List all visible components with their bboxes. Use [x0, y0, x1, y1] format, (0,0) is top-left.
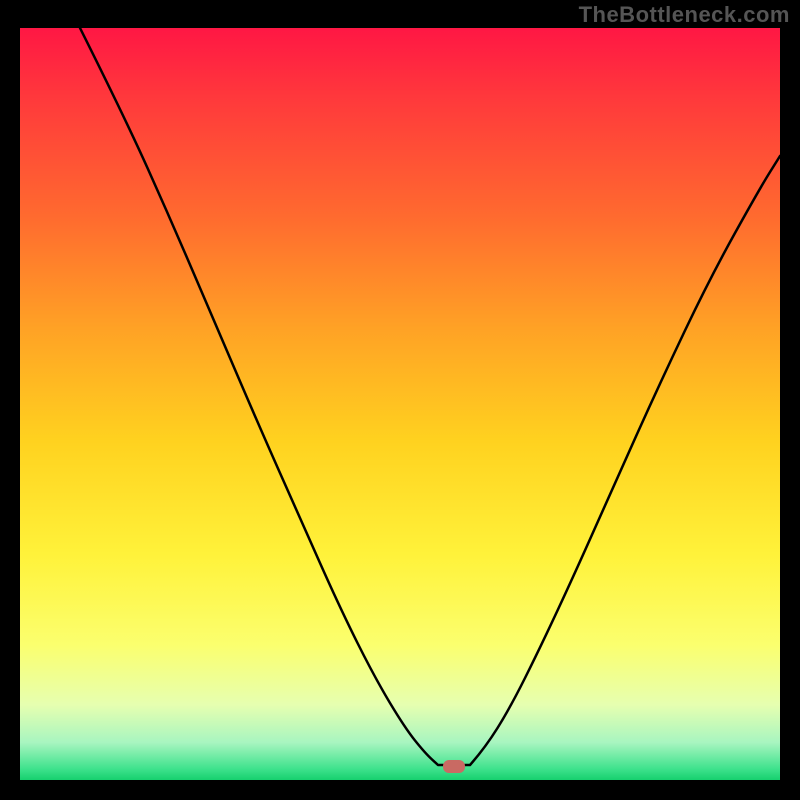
valley-marker [443, 760, 465, 773]
plot-area [20, 28, 780, 780]
plot-svg [20, 28, 780, 780]
chart-frame: TheBottleneck.com [0, 0, 800, 800]
attribution-text: TheBottleneck.com [579, 2, 790, 28]
